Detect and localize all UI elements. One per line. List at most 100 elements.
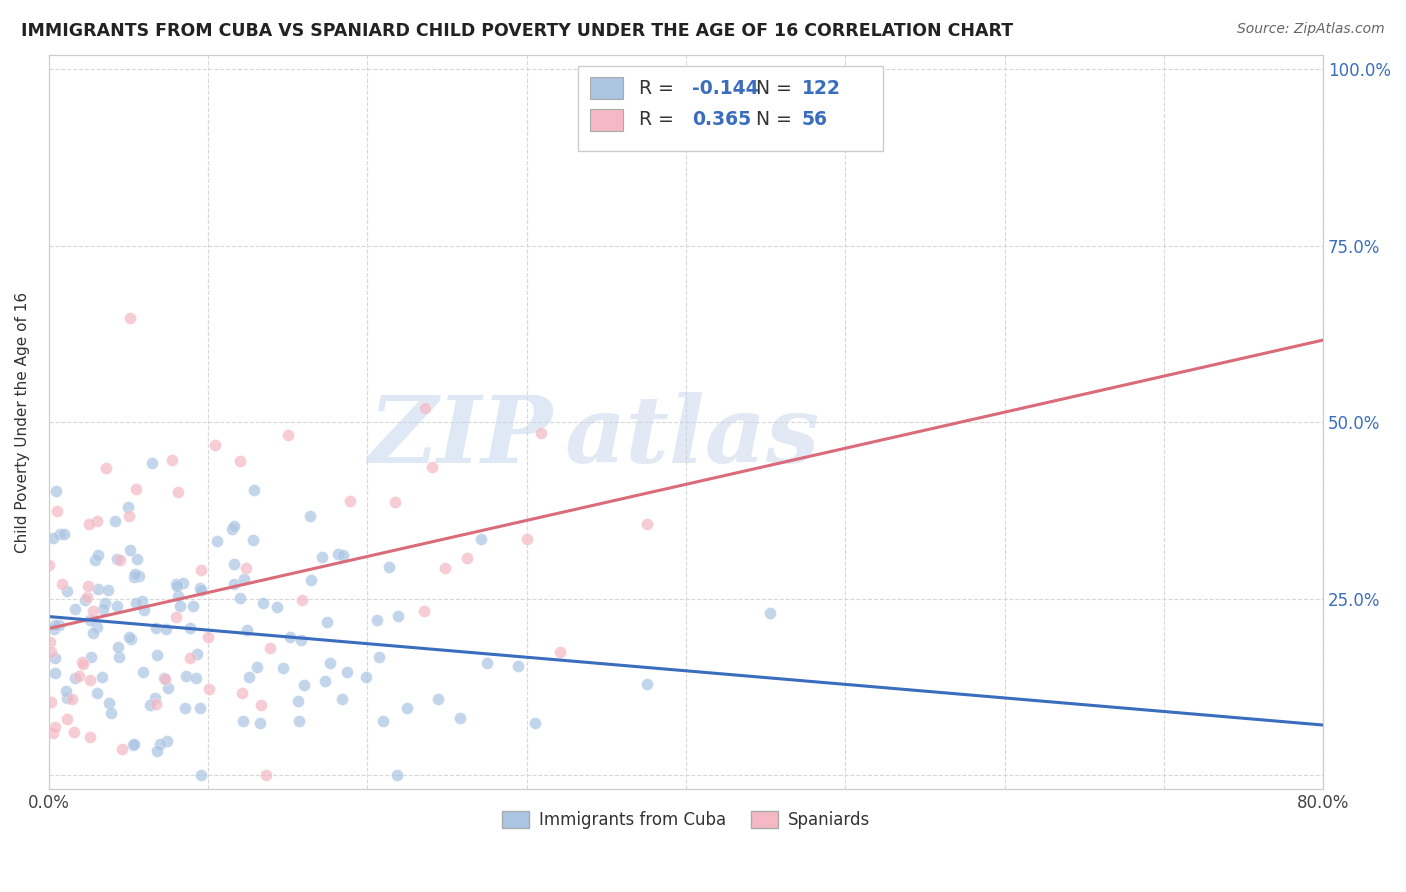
Point bbox=[266, 600, 288, 615]
Point bbox=[413, 401, 436, 416]
Point bbox=[86, 620, 108, 634]
Point bbox=[319, 656, 342, 670]
Point bbox=[174, 669, 197, 683]
Point bbox=[86, 686, 108, 700]
Point bbox=[125, 596, 148, 610]
Point bbox=[120, 632, 142, 647]
Point bbox=[238, 670, 260, 684]
Point bbox=[127, 552, 149, 566]
Point bbox=[221, 522, 243, 536]
Point bbox=[152, 672, 174, 686]
Point bbox=[387, 608, 409, 623]
Point bbox=[243, 483, 266, 498]
Point bbox=[167, 590, 190, 604]
Point bbox=[636, 677, 658, 691]
Point bbox=[39, 645, 62, 659]
Point bbox=[82, 626, 104, 640]
Point bbox=[44, 651, 66, 665]
Point bbox=[56, 583, 79, 598]
Point bbox=[179, 651, 201, 665]
Point bbox=[523, 716, 546, 731]
Point bbox=[79, 730, 101, 744]
Point bbox=[145, 621, 167, 635]
Point bbox=[56, 712, 79, 726]
Text: -0.144: -0.144 bbox=[692, 78, 759, 97]
Point bbox=[63, 672, 86, 686]
Point bbox=[67, 669, 90, 683]
Point bbox=[434, 561, 457, 575]
Text: atlas: atlas bbox=[565, 392, 820, 482]
Point bbox=[183, 599, 205, 613]
Point bbox=[314, 673, 336, 688]
Point bbox=[98, 696, 121, 710]
Point bbox=[45, 483, 67, 498]
Point bbox=[44, 666, 66, 681]
Point bbox=[516, 532, 538, 546]
Point bbox=[72, 657, 94, 671]
Text: 0.365: 0.365 bbox=[692, 111, 751, 129]
Point bbox=[46, 504, 69, 518]
Point bbox=[190, 768, 212, 782]
Text: 122: 122 bbox=[801, 78, 841, 97]
Point bbox=[153, 672, 176, 686]
Point bbox=[94, 596, 117, 610]
Point bbox=[91, 601, 114, 615]
Point bbox=[97, 583, 120, 598]
Point bbox=[190, 582, 212, 596]
Point bbox=[326, 548, 349, 562]
Point bbox=[758, 606, 780, 620]
Point bbox=[122, 570, 145, 584]
Point bbox=[146, 648, 169, 663]
Point bbox=[229, 454, 252, 468]
Point bbox=[146, 744, 169, 758]
Y-axis label: Child Poverty Under the Age of 16: Child Poverty Under the Age of 16 bbox=[15, 292, 30, 553]
Point bbox=[128, 569, 150, 583]
Point bbox=[299, 508, 322, 523]
Point bbox=[162, 453, 184, 467]
Point bbox=[77, 579, 100, 593]
Point bbox=[291, 592, 314, 607]
Point bbox=[339, 493, 361, 508]
Point bbox=[366, 613, 388, 627]
Point bbox=[108, 552, 131, 566]
Point bbox=[167, 485, 190, 500]
Point bbox=[166, 579, 188, 593]
Point bbox=[332, 548, 354, 562]
Point bbox=[156, 681, 179, 695]
Point bbox=[149, 738, 172, 752]
Point bbox=[232, 714, 254, 728]
Point bbox=[235, 561, 257, 575]
Point bbox=[44, 720, 66, 734]
Point bbox=[222, 577, 245, 591]
Point bbox=[105, 552, 128, 566]
Point bbox=[420, 460, 443, 475]
Point bbox=[143, 690, 166, 705]
Point bbox=[60, 691, 83, 706]
Point bbox=[475, 656, 498, 670]
Text: 56: 56 bbox=[801, 111, 828, 129]
Point bbox=[426, 691, 449, 706]
FancyBboxPatch shape bbox=[591, 78, 623, 99]
Point bbox=[299, 573, 322, 587]
Point bbox=[190, 563, 212, 577]
Point bbox=[292, 678, 315, 692]
Point bbox=[179, 621, 201, 635]
Point bbox=[38, 558, 60, 573]
Point bbox=[236, 623, 259, 637]
Point bbox=[246, 659, 269, 673]
Point bbox=[636, 517, 658, 532]
Point bbox=[118, 508, 141, 523]
Point bbox=[367, 649, 389, 664]
Point bbox=[44, 618, 66, 632]
Point bbox=[277, 428, 299, 442]
Point bbox=[131, 594, 153, 608]
Point bbox=[165, 576, 187, 591]
Point bbox=[86, 514, 108, 528]
Point bbox=[316, 615, 339, 629]
Point bbox=[377, 560, 399, 574]
FancyBboxPatch shape bbox=[578, 66, 883, 151]
Point bbox=[449, 711, 471, 725]
Point bbox=[548, 645, 571, 659]
Point bbox=[124, 567, 146, 582]
FancyBboxPatch shape bbox=[591, 109, 623, 131]
